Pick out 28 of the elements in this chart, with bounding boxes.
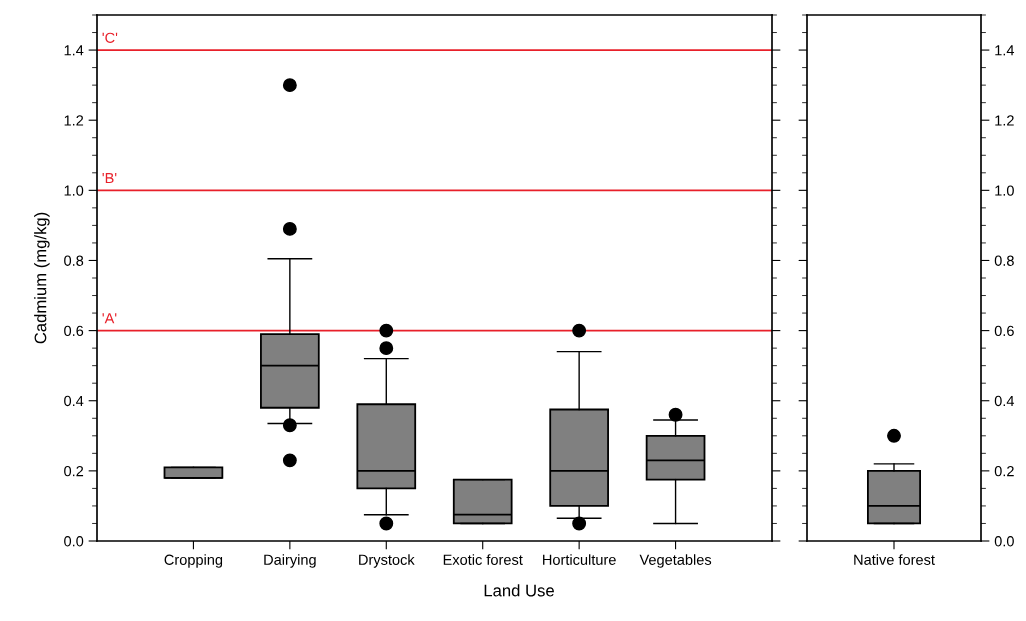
y-tick-label: 0.8 bbox=[64, 255, 84, 266]
y2-tick-label: 1.4 bbox=[995, 45, 1015, 56]
y-tick-label: 1.0 bbox=[64, 185, 84, 196]
y-tick-label: 1.2 bbox=[64, 115, 84, 126]
x-tick-label: Drystock bbox=[359, 554, 415, 568]
x-tick-label: Cropping bbox=[164, 554, 223, 568]
x-axis-title: Land Use bbox=[484, 584, 554, 597]
y2-tick-label: 1.0 bbox=[995, 185, 1014, 196]
y2-tick-label: 0.0 bbox=[994, 536, 1014, 547]
y2-tick-label: 0.2 bbox=[994, 465, 1014, 477]
y2-tick-label: 0.4 bbox=[994, 395, 1015, 407]
x-tick-label: Exotic forest bbox=[443, 554, 523, 565]
ref-line-label: 'C' bbox=[102, 32, 118, 43]
ref-line-label: 'B' bbox=[102, 173, 117, 184]
y2-tick-label: 0.6 bbox=[994, 325, 1014, 337]
x-tick-label: Dairying bbox=[264, 554, 316, 568]
x-tick-label: Native forest bbox=[854, 554, 935, 565]
y-tick-label: 0.0 bbox=[64, 536, 84, 547]
y2-tick-label: 0.8 bbox=[994, 255, 1014, 266]
y-tick-label: 0.6 bbox=[64, 325, 84, 337]
y-axis-title: Cadmium (mg/kg) bbox=[34, 212, 50, 344]
y2-tick-label: 1.2 bbox=[995, 115, 1014, 126]
x-tick-label: Vegetables bbox=[639, 554, 712, 568]
x-tick-label: Horticulture bbox=[543, 554, 616, 565]
ref-line-label: 'A' bbox=[102, 313, 117, 324]
y-tick-label: 0.4 bbox=[64, 395, 84, 407]
y-tick-label: 0.2 bbox=[64, 465, 84, 477]
y-tick-label: 1.4 bbox=[64, 45, 84, 56]
